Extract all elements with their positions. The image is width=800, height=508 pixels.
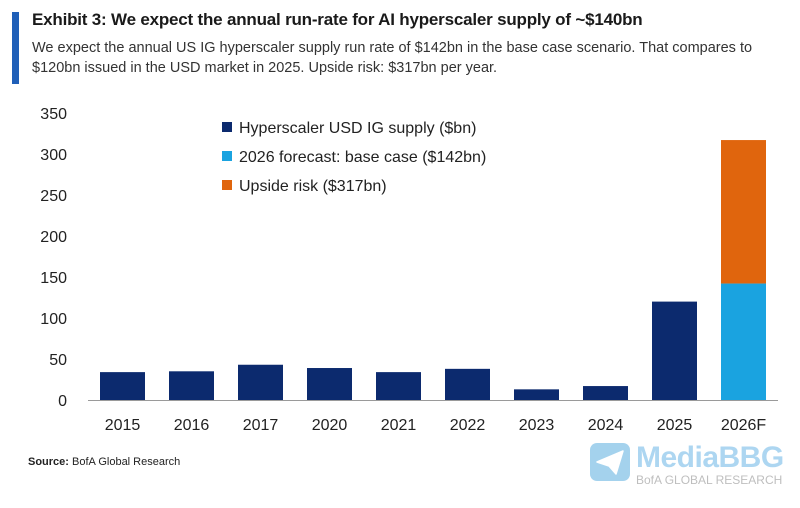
y-tick-label: 200 <box>40 229 67 246</box>
bar-2021 <box>376 372 421 400</box>
legend-label: Upside risk ($317bn) <box>239 178 387 195</box>
legend-label: 2026 forecast: base case ($142bn) <box>239 149 486 166</box>
y-tick-label: 0 <box>58 393 67 410</box>
bars <box>100 140 766 400</box>
bar-2022 <box>445 368 490 400</box>
legend-label: Hyperscaler USD IG supply ($bn) <box>239 120 476 137</box>
legend-swatch <box>222 122 232 132</box>
x-tick-label: 2023 <box>519 417 555 434</box>
bar-2026F-upside <box>721 140 766 284</box>
source-note: Source: BofA Global Research <box>28 456 180 468</box>
x-tick-label: 2017 <box>243 417 279 434</box>
bar-2020 <box>307 368 352 400</box>
x-tick-label: 2016 <box>174 417 210 434</box>
x-tick-label: 2024 <box>588 417 624 434</box>
y-tick-label: 250 <box>40 188 67 205</box>
chart-subtitle: We expect the annual US IG hyperscaler s… <box>32 40 753 76</box>
y-axis: 0 50 100 150 200 250 300 350 <box>40 106 778 410</box>
watermark-brand: MediaBBG <box>636 441 784 474</box>
bar-2024 <box>583 386 628 400</box>
y-tick-label: 350 <box>40 106 67 123</box>
watermark-subtitle: BofA GLOBAL RESEARCH <box>636 473 783 487</box>
paper-plane-icon <box>590 443 630 481</box>
bar-2016 <box>169 371 214 400</box>
y-tick-label: 300 <box>40 147 67 164</box>
x-tick-label: 2015 <box>105 417 141 434</box>
bar-2025 <box>652 301 697 400</box>
x-tick-label: 2021 <box>381 417 417 434</box>
x-axis: 2015 2016 2017 2020 2021 2022 2023 2024 2025 2026… <box>105 417 767 434</box>
y-tick-label: 150 <box>40 270 67 287</box>
source-text: BofA Global Research <box>72 456 181 468</box>
x-tick-label: 2020 <box>312 417 348 434</box>
watermark: MediaBBG BofA GLOBAL RESEARCH <box>590 441 790 491</box>
legend: Hyperscaler USD IG supply ($bn) 2026 fore… <box>222 120 486 195</box>
bar-2017 <box>238 364 283 400</box>
bar-2026F-base-case <box>721 283 766 400</box>
x-tick-label: 2025 <box>657 417 693 434</box>
chart-title: Exhibit 3: We expect the annual run-rate… <box>32 10 643 29</box>
y-tick-label: 100 <box>40 311 67 328</box>
legend-swatch <box>222 151 232 161</box>
y-tick-label: 50 <box>49 352 67 369</box>
bar-2015 <box>100 372 145 400</box>
bar-2023 <box>514 389 559 400</box>
source-label: Source: <box>28 456 69 468</box>
x-tick-label: 2022 <box>450 417 486 434</box>
legend-swatch <box>222 180 232 190</box>
x-tick-label: 2026F <box>721 417 767 434</box>
title-accent-bar <box>12 12 19 84</box>
